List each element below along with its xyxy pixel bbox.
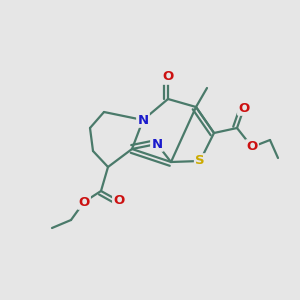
Text: O: O — [113, 194, 124, 208]
Text: O: O — [238, 101, 250, 115]
Text: O: O — [162, 70, 174, 83]
Text: N: N — [137, 113, 148, 127]
Text: S: S — [195, 154, 205, 167]
Text: N: N — [152, 137, 163, 151]
Text: O: O — [246, 140, 258, 154]
Text: O: O — [78, 196, 90, 208]
